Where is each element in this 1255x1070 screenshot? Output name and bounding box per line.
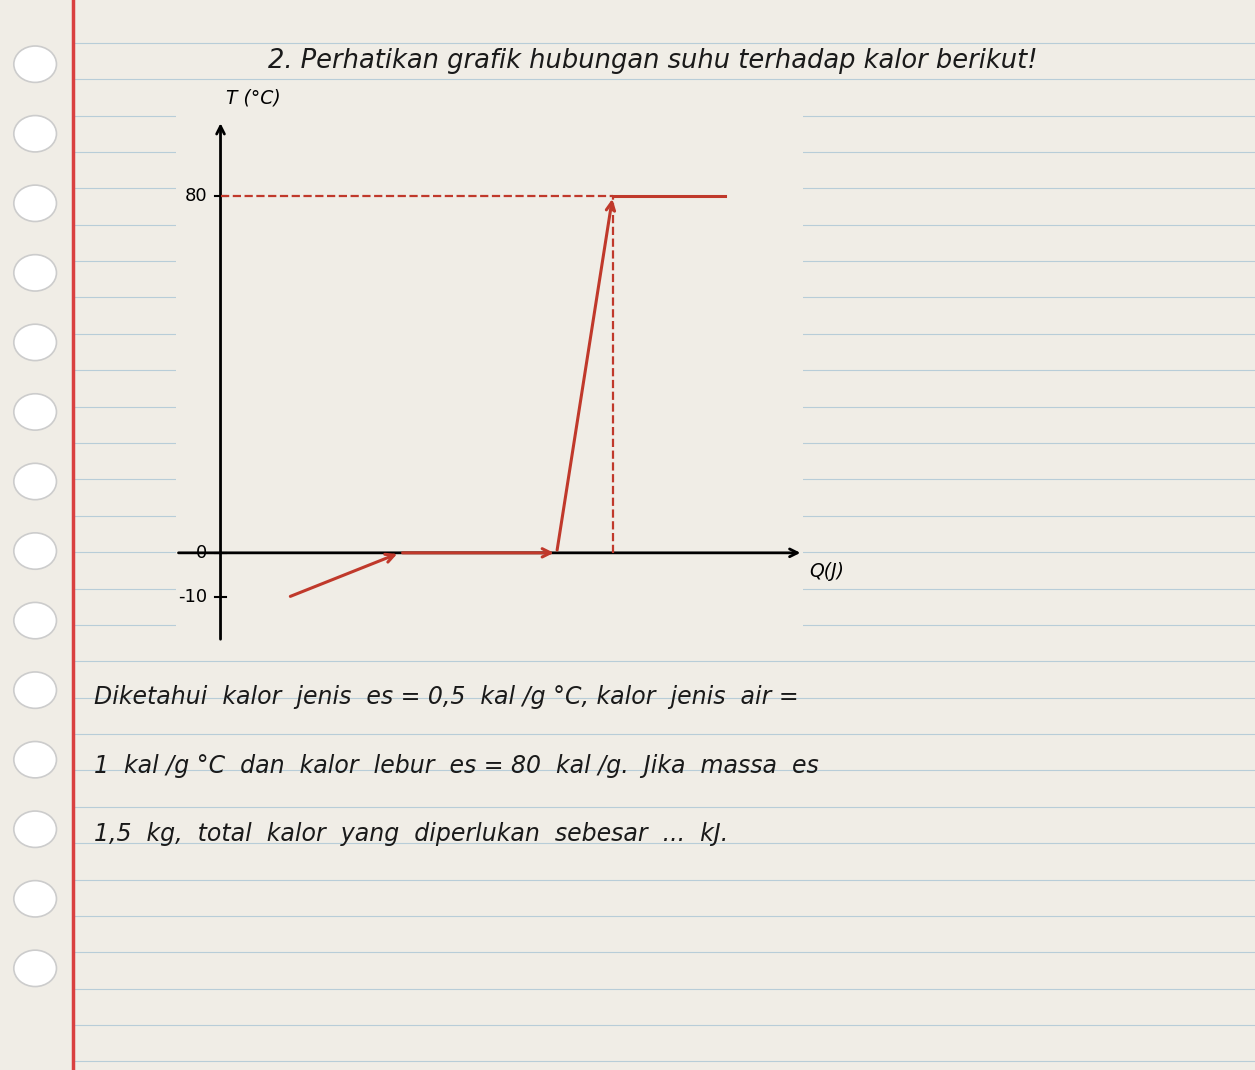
Circle shape <box>14 533 56 569</box>
Circle shape <box>14 672 56 708</box>
Text: 0: 0 <box>196 544 207 562</box>
Text: 80: 80 <box>184 187 207 205</box>
Text: Diketahui  kalor  jenis  es = 0,5  kal /g °C, kalor  jenis  air =: Diketahui kalor jenis es = 0,5 kal /g °C… <box>94 685 798 708</box>
Circle shape <box>14 602 56 639</box>
Text: 1,5  kg,  total  kalor  yang  diperlukan  sebesar  ...  kJ.: 1,5 kg, total kalor yang diperlukan sebe… <box>94 822 728 845</box>
Circle shape <box>14 324 56 361</box>
Text: -10: -10 <box>178 588 207 607</box>
Text: T (°C): T (°C) <box>226 88 281 107</box>
Circle shape <box>14 255 56 291</box>
Circle shape <box>14 185 56 221</box>
Text: 2. Perhatikan grafik hubungan suhu terhadap kalor berikut!: 2. Perhatikan grafik hubungan suhu terha… <box>267 48 1038 74</box>
Text: 1  kal /g °C  dan  kalor  lebur  es = 80  kal /g.  Jika  massa  es: 1 kal /g °C dan kalor lebur es = 80 kal … <box>94 754 818 778</box>
Circle shape <box>14 742 56 778</box>
Circle shape <box>14 116 56 152</box>
Circle shape <box>14 881 56 917</box>
Circle shape <box>14 394 56 430</box>
Circle shape <box>14 811 56 847</box>
Circle shape <box>14 463 56 500</box>
Circle shape <box>14 950 56 987</box>
Circle shape <box>14 46 56 82</box>
Text: Q(J): Q(J) <box>808 562 843 581</box>
